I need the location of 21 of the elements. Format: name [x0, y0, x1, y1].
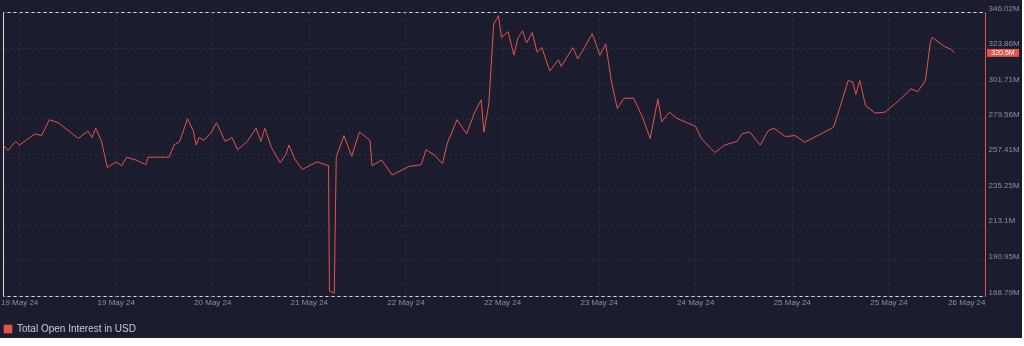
x-tick-label: 25 May 24 [870, 297, 909, 307]
legend-label: Total Open Interest in USD [17, 323, 136, 334]
y-tick-label: 190.95M [988, 251, 1020, 261]
x-tick-label: 23 May 24 [580, 297, 619, 307]
y-tick-label: 346.02M [988, 3, 1020, 13]
x-tick-label: 22 May 24 [483, 297, 522, 307]
x-tick-label: 21 May 24 [290, 297, 329, 307]
x-tick-label: 20 May 24 [194, 297, 233, 307]
y-tick-label: 213.1M [988, 216, 1016, 226]
x-tick-label: 24 May 24 [677, 297, 715, 307]
y-tick-label: 168.79M [988, 287, 1020, 297]
y-tick-label: 323.86M [988, 39, 1020, 49]
y-tick-label: 257.41M [988, 145, 1020, 155]
x-tick-label: 22 May 24 [387, 297, 426, 307]
x-tick-label: 25 May 24 [773, 297, 812, 307]
y-tick-label: 279.56M [988, 110, 1020, 119]
y-tick-label: 235.25M [988, 181, 1020, 190]
y-tick-label: 301.71M [988, 74, 1020, 84]
x-tick-label: 26 May 24 [948, 297, 987, 307]
x-tick-label: 19 May 24 [0, 297, 39, 307]
x-tick-label: 19 May 24 [97, 297, 136, 307]
